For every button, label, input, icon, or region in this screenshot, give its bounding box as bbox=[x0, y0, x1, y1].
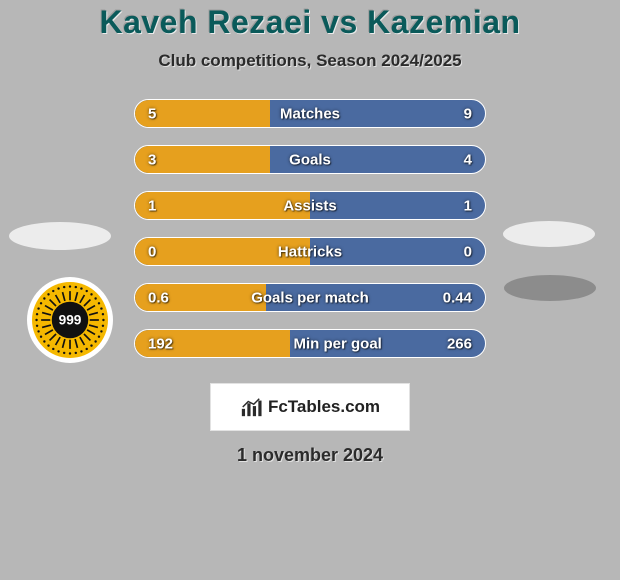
stat-label: Matches bbox=[280, 105, 340, 122]
stat-value-left: 0 bbox=[148, 243, 156, 260]
team-badge-sepahan: 999 bbox=[27, 277, 113, 363]
stat-bar: 0 Hattricks 0 bbox=[134, 237, 486, 266]
stat-value-right: 4 bbox=[464, 151, 472, 168]
stat-value-left: 192 bbox=[148, 335, 173, 352]
comparison-infographic: Kaveh Rezaei vs Kazemian Club competitio… bbox=[0, 0, 620, 580]
stat-label: Goals per match bbox=[251, 289, 369, 306]
stat-bar: 192 Min per goal 266 bbox=[134, 329, 486, 358]
stat-bar: 5 Matches 9 bbox=[134, 99, 486, 128]
stat-value-right: 9 bbox=[464, 105, 472, 122]
stat-value-left: 0.6 bbox=[148, 289, 169, 306]
team-badge-ring: 999 bbox=[32, 282, 108, 358]
page-subtitle: Club competitions, Season 2024/2025 bbox=[0, 51, 620, 71]
stat-value-left: 3 bbox=[148, 151, 156, 168]
stat-label: Goals bbox=[289, 151, 331, 168]
snapshot-date: 1 november 2024 bbox=[0, 445, 620, 466]
team-badge-icon: 999 bbox=[32, 282, 108, 358]
stat-value-left: 1 bbox=[148, 197, 156, 214]
stat-label: Min per goal bbox=[290, 335, 382, 352]
stat-value-right: 1 bbox=[464, 197, 472, 214]
stat-bar: 3 Goals 4 bbox=[134, 145, 486, 174]
bars-container: 5 Matches 9 3 Goals 4 1 Assists 1 0 Hattricks 0 0.6 G… bbox=[134, 99, 486, 358]
stat-value-right: 0 bbox=[464, 243, 472, 260]
right-team-placeholder-1 bbox=[503, 221, 595, 247]
stat-value-left: 5 bbox=[148, 105, 156, 122]
right-team-placeholder-2 bbox=[504, 275, 596, 301]
source-label: FcTables.com bbox=[268, 397, 380, 417]
left-team-placeholder bbox=[9, 222, 111, 250]
stat-value-right: 266 bbox=[447, 335, 472, 352]
stat-label: Hattricks bbox=[278, 243, 342, 260]
stat-bar: 1 Assists 1 bbox=[134, 191, 486, 220]
svg-text:999: 999 bbox=[59, 313, 82, 328]
chart-area: 999 5Matches93Goals41Assists10Hattricks0… bbox=[0, 99, 620, 358]
stat-value-right: 0.44 bbox=[443, 289, 472, 306]
stat-label: Assists bbox=[283, 197, 336, 214]
bar-chart-icon bbox=[240, 396, 262, 418]
stat-bar: 0.6 Goals per match 0.44 bbox=[134, 283, 486, 312]
source-badge[interactable]: FcTables.com bbox=[210, 383, 410, 431]
page-title: Kaveh Rezaei vs Kazemian bbox=[0, 4, 620, 41]
